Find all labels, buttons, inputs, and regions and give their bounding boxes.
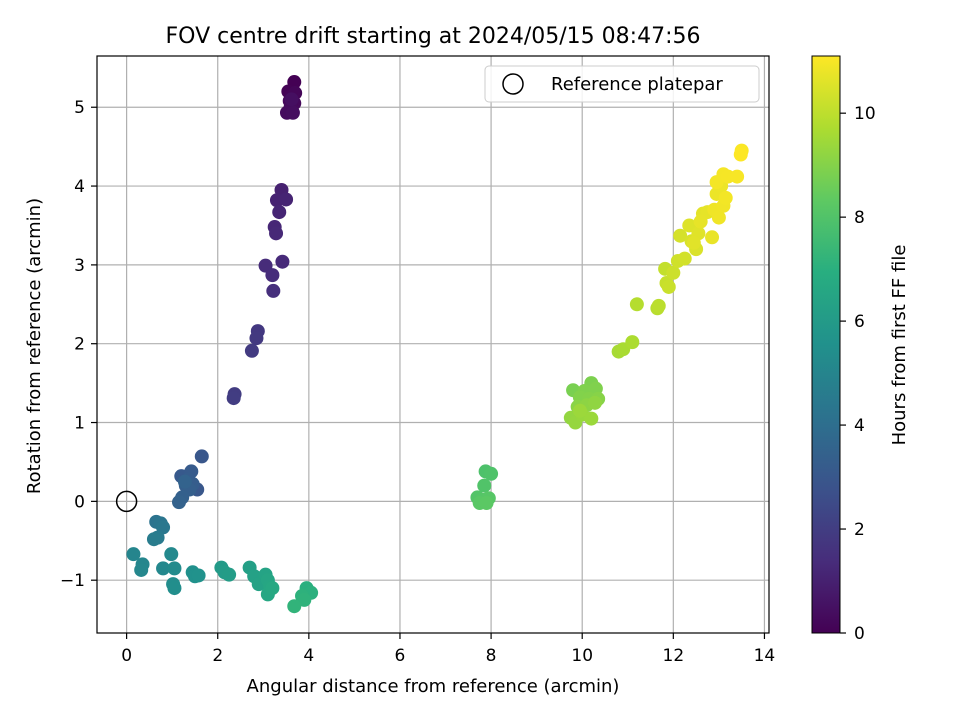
- data-point: [167, 561, 182, 576]
- data-point: [629, 297, 644, 312]
- axes: [96, 55, 770, 634]
- x-tick-label: 8: [486, 646, 497, 666]
- grid: [97, 56, 769, 633]
- data-point: [587, 395, 602, 410]
- colorbar-tick-label: 6: [854, 312, 865, 332]
- x-tick-label: 12: [663, 646, 685, 666]
- data-point: [661, 279, 676, 294]
- data-point: [156, 520, 171, 535]
- data-point: [194, 449, 209, 464]
- data-point: [686, 235, 701, 250]
- data-point: [269, 226, 284, 241]
- data-point: [172, 495, 187, 510]
- colorbar: 0 2 4 6 8 10 Hours from first FF file: [811, 55, 910, 644]
- data-point: [733, 147, 748, 162]
- data-point: [191, 568, 206, 583]
- data-point: [156, 561, 171, 576]
- data-point: [287, 599, 302, 614]
- data-point: [730, 169, 745, 184]
- colorbar-tick-label: 2: [854, 520, 865, 540]
- data-point: [677, 251, 692, 266]
- data-point: [693, 214, 708, 229]
- y-tick-label: 4: [74, 177, 85, 197]
- plot-frame: [96, 55, 770, 634]
- x-tick-label: 2: [212, 646, 223, 666]
- x-axis-label: Angular distance from reference (arcmin): [247, 676, 620, 697]
- data-point: [477, 478, 492, 493]
- x-tick-label: 0: [121, 646, 132, 666]
- data-point: [279, 192, 294, 207]
- data-point: [705, 230, 720, 245]
- data-point: [265, 581, 280, 596]
- data-point: [177, 474, 192, 489]
- x-tick-label: 4: [303, 646, 314, 666]
- data-point: [718, 190, 733, 205]
- x-tick-label: 14: [754, 646, 776, 666]
- colorbar-tick-label: 10: [854, 104, 876, 124]
- legend-marker-reference: [502, 73, 524, 95]
- y-axis-ticks: −1 0 1 2 3 4 5: [60, 98, 97, 591]
- data-point: [167, 581, 182, 596]
- data-point: [164, 547, 179, 562]
- data-point: [682, 218, 697, 233]
- y-tick-label: 0: [74, 492, 85, 512]
- data-point: [272, 205, 287, 220]
- data-point: [275, 254, 290, 269]
- colorbar-tick-label: 4: [854, 416, 865, 436]
- data-point: [584, 411, 599, 426]
- data-point: [285, 105, 300, 120]
- y-tick-label: 3: [74, 256, 85, 276]
- x-axis-ticks: 0 2 4 6 8 10 12 14: [121, 633, 775, 666]
- data-point: [572, 403, 587, 418]
- colorbar-tick-label: 0: [854, 624, 865, 644]
- legend-label-reference: Reference platepar: [551, 74, 723, 95]
- colorbar-tick-label: 8: [854, 208, 865, 228]
- data-point: [226, 391, 241, 406]
- data-point: [284, 92, 299, 107]
- data-point: [673, 228, 688, 243]
- reference-point-marker: [115, 490, 138, 513]
- data-point: [244, 343, 259, 358]
- data-point: [126, 547, 141, 562]
- data-point: [651, 298, 666, 313]
- data-point: [249, 331, 264, 346]
- data-point: [266, 283, 281, 298]
- legend-box: [484, 65, 760, 103]
- y-tick-label: −1: [60, 571, 85, 591]
- y-tick-label: 5: [74, 98, 85, 118]
- y-tick-label: 2: [74, 335, 85, 355]
- y-tick-label: 1: [74, 414, 85, 434]
- colorbar-ticks: 0 2 4 6 8 10: [840, 104, 876, 644]
- colorbar-label: Hours from first FF file: [889, 245, 910, 446]
- data-point: [625, 335, 640, 350]
- x-tick-label: 6: [395, 646, 406, 666]
- data-point: [479, 495, 494, 510]
- data-point: [265, 268, 280, 283]
- data-point: [222, 567, 237, 582]
- data-points: [115, 75, 749, 614]
- data-point: [666, 265, 681, 280]
- y-axis-label: Rotation from reference (arcmin): [24, 198, 45, 494]
- legend: Reference platepar: [484, 65, 760, 103]
- data-point: [146, 532, 161, 547]
- data-point: [484, 466, 499, 481]
- colorbar-gradient: [811, 55, 841, 634]
- chart-title: FOV centre drift starting at 2024/05/15 …: [166, 24, 701, 49]
- data-point: [297, 592, 312, 607]
- data-point: [134, 562, 149, 577]
- x-tick-label: 10: [571, 646, 593, 666]
- data-point: [711, 210, 726, 225]
